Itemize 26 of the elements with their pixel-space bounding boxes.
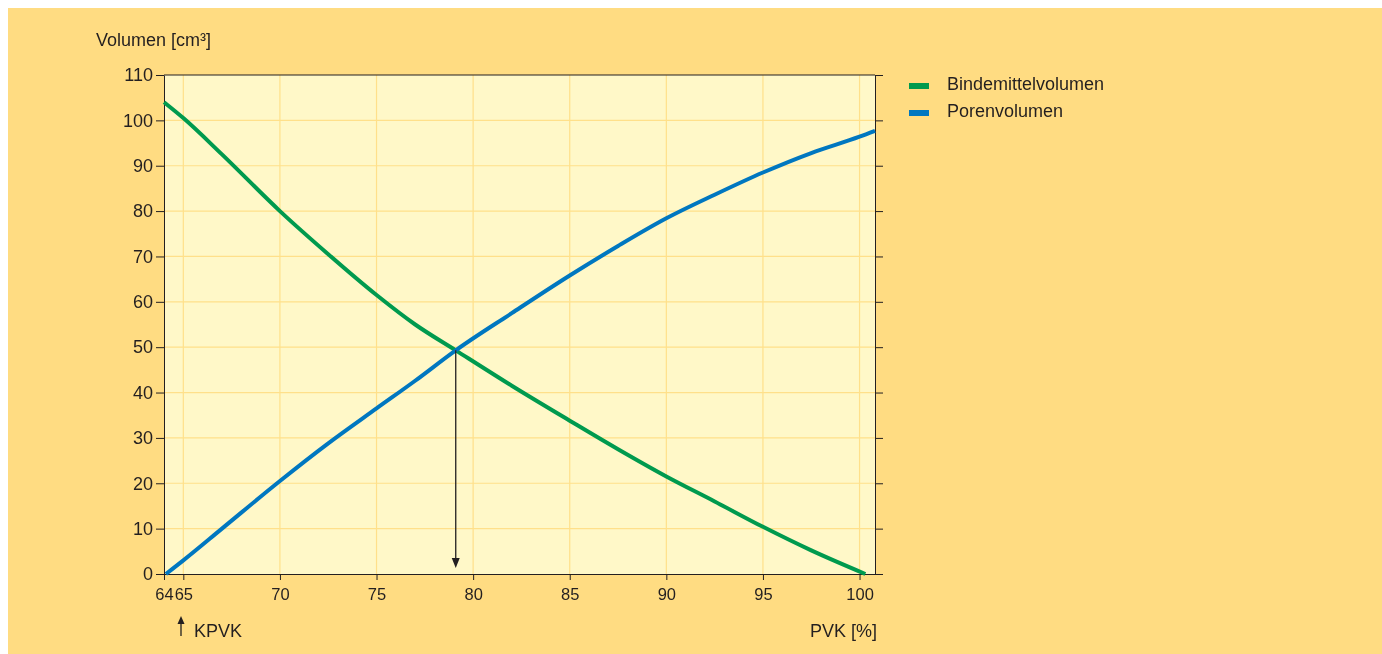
y-tick-label: 80 [132, 201, 153, 222]
x-tick-label: 64 [155, 584, 174, 603]
y-axis-title: Volumen [cm³] [96, 30, 212, 50]
y-tick-label: 110 [124, 65, 153, 86]
x-tick-label: 90 [657, 584, 677, 603]
y-tick-label: 20 [132, 473, 153, 494]
y-tick-label: 10 [132, 518, 153, 539]
x-tick-label: 75 [367, 584, 387, 603]
x-tick-label: 80 [464, 584, 483, 603]
y-tick-label: 30 [132, 428, 153, 449]
y-tick-label: 70 [132, 246, 153, 267]
x-tick-label: 95 [754, 584, 773, 603]
x-tick-label: 70 [271, 584, 290, 603]
y-tick-label: 0 [142, 564, 153, 585]
y-tick-label: 90 [132, 155, 153, 176]
y-tick-label: 40 [132, 382, 153, 403]
legend-label: Bindemittelvolumen [947, 74, 1105, 94]
text: KPVK [194, 621, 243, 641]
y-tick-label: 100 [122, 110, 153, 131]
x-tick-label: 85 [561, 584, 580, 603]
x-tick-label: 65 [174, 584, 193, 603]
y-tick-label: 60 [132, 292, 153, 313]
legend-label: Porenvolumen [947, 101, 1064, 121]
y-tick-label: 50 [132, 337, 153, 358]
x-tick-label: 100 [846, 584, 874, 603]
x-axis-title: PVK [%] [809, 621, 877, 641]
